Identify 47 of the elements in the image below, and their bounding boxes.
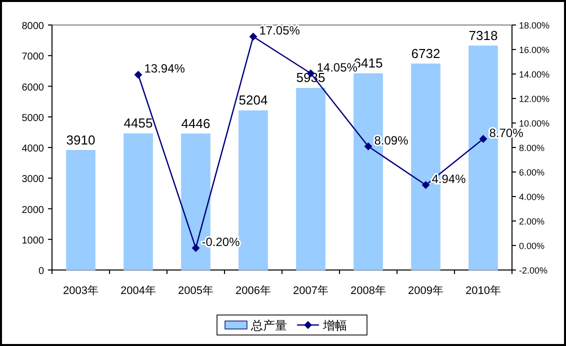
data-label: 13.94% <box>144 62 186 76</box>
x-tick-label: 2010年 <box>466 285 501 297</box>
y2-tick-label: 16.00% <box>519 45 550 55</box>
y-tick-label: 5000 <box>22 112 44 124</box>
data-label: 7318 <box>468 28 498 43</box>
data-label: 5204 <box>238 92 268 108</box>
y2-tick-label: 18.00% <box>519 20 550 30</box>
data-label: 8.09% <box>374 133 409 148</box>
y2-tick-label: 14.00% <box>519 70 550 80</box>
y2-tick-label: 4.00% <box>519 192 545 202</box>
point <box>249 32 258 41</box>
x-tick-label: 2007年 <box>293 285 328 297</box>
data-label: 17.05% <box>259 24 300 38</box>
y2-tick-label: -2.00% <box>519 266 548 276</box>
y-tick-label: 3000 <box>22 174 44 186</box>
y-tick-label: 6000 <box>22 82 44 94</box>
x-tick-label: 2003年 <box>63 285 98 297</box>
x-tick-label: 2004年 <box>120 285 156 297</box>
point <box>192 244 200 252</box>
point <box>479 134 488 143</box>
legend-label: 总产量 <box>250 318 287 332</box>
x-tick-label: 2005年 <box>178 285 214 297</box>
data-label: 4.94% <box>432 172 466 186</box>
y2-tick-label: 8.00% <box>519 143 545 153</box>
data-label: 3910 <box>66 132 96 148</box>
y2-tick-label: 12.00% <box>519 94 550 104</box>
x-tick-label: 2008年 <box>350 285 386 297</box>
point <box>364 142 372 150</box>
y-tick-label: 0 <box>38 266 44 277</box>
y2-tick-label: 2.00% <box>519 216 545 226</box>
legend-label: 增幅 <box>322 318 347 332</box>
data-label: 6732 <box>411 46 440 61</box>
y-tick-label: 2000 <box>22 204 44 216</box>
y-tick-label: 7000 <box>22 52 44 63</box>
y2-tick-label: 0.00% <box>519 241 545 251</box>
y2-tick-label: 10.00% <box>519 118 550 128</box>
data-label: 4446 <box>181 116 210 131</box>
y-tick-label: 1000 <box>22 235 44 246</box>
point <box>134 70 142 79</box>
y2-tick-label: 6.00% <box>519 168 545 178</box>
x-tick-label: 2009年 <box>408 285 444 297</box>
data-label: -0.20% <box>202 234 240 249</box>
y-tick-label: 8000 <box>22 21 44 32</box>
y-tick-label: 4000 <box>22 144 44 154</box>
point <box>422 180 430 189</box>
data-label: 4455 <box>124 116 153 131</box>
x-tick-label: 2006年 <box>236 285 271 297</box>
